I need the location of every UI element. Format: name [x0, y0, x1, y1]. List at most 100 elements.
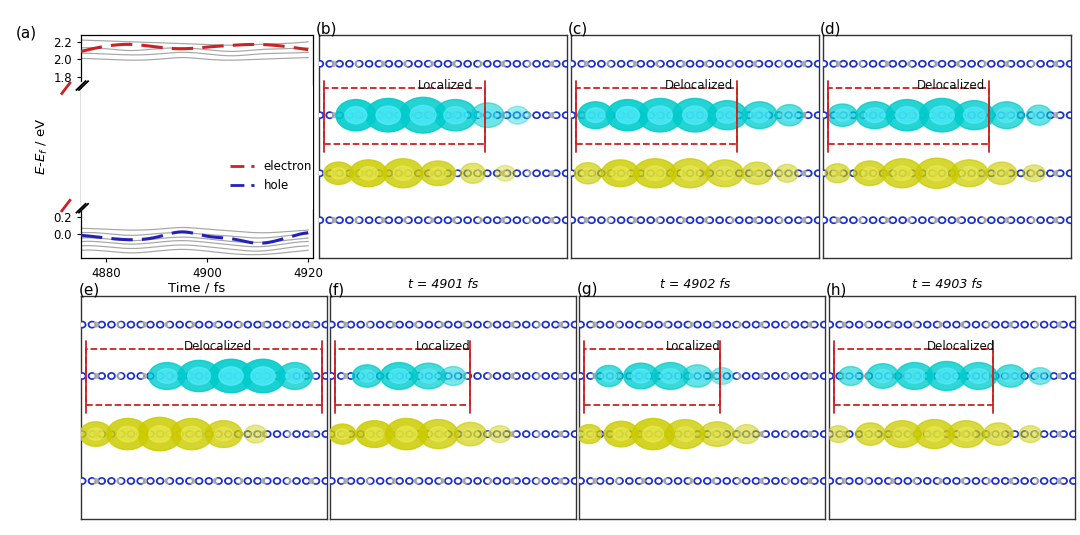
Circle shape: [329, 479, 334, 483]
Circle shape: [882, 217, 890, 223]
Circle shape: [806, 62, 811, 66]
Circle shape: [510, 478, 516, 484]
Circle shape: [674, 320, 683, 328]
Circle shape: [781, 430, 789, 438]
Circle shape: [384, 170, 393, 177]
Circle shape: [213, 431, 219, 437]
Ellipse shape: [834, 109, 851, 121]
Circle shape: [427, 323, 431, 327]
Circle shape: [746, 113, 752, 117]
Circle shape: [639, 322, 646, 328]
Circle shape: [908, 60, 917, 68]
Circle shape: [781, 320, 789, 328]
Circle shape: [1050, 430, 1058, 438]
Circle shape: [260, 322, 268, 328]
Circle shape: [414, 478, 420, 484]
Ellipse shape: [838, 366, 863, 386]
Circle shape: [735, 431, 742, 437]
Circle shape: [1071, 323, 1076, 327]
Circle shape: [1059, 320, 1068, 328]
Circle shape: [1047, 216, 1055, 224]
Circle shape: [510, 373, 516, 379]
Circle shape: [404, 111, 413, 119]
Circle shape: [657, 374, 661, 378]
Circle shape: [388, 479, 392, 483]
Circle shape: [870, 62, 876, 66]
Circle shape: [456, 432, 460, 437]
Circle shape: [327, 320, 336, 328]
Ellipse shape: [441, 366, 465, 386]
Circle shape: [1053, 60, 1059, 67]
Circle shape: [1047, 111, 1055, 119]
Circle shape: [804, 170, 812, 177]
Circle shape: [285, 478, 292, 484]
Ellipse shape: [208, 359, 253, 393]
Circle shape: [815, 171, 821, 175]
Circle shape: [707, 62, 712, 66]
Circle shape: [820, 372, 828, 380]
Circle shape: [645, 430, 653, 438]
Circle shape: [579, 113, 584, 117]
Circle shape: [1028, 217, 1036, 223]
Ellipse shape: [741, 429, 753, 439]
Ellipse shape: [336, 100, 376, 131]
Circle shape: [404, 170, 413, 177]
Circle shape: [434, 477, 443, 485]
Circle shape: [1042, 374, 1047, 378]
Circle shape: [688, 113, 692, 117]
Circle shape: [359, 432, 363, 437]
Circle shape: [657, 323, 661, 327]
Circle shape: [463, 170, 472, 177]
Circle shape: [698, 218, 702, 223]
Circle shape: [476, 112, 483, 118]
Circle shape: [589, 218, 594, 223]
Circle shape: [561, 430, 569, 438]
Ellipse shape: [602, 160, 639, 187]
Circle shape: [1062, 479, 1066, 483]
Circle shape: [859, 217, 865, 223]
Circle shape: [940, 113, 945, 117]
Circle shape: [245, 432, 251, 437]
Circle shape: [607, 374, 612, 378]
Circle shape: [588, 216, 596, 224]
Circle shape: [904, 477, 913, 485]
Circle shape: [851, 171, 855, 175]
Circle shape: [930, 113, 934, 117]
Circle shape: [315, 216, 324, 224]
Circle shape: [861, 171, 866, 175]
Circle shape: [502, 372, 511, 380]
Circle shape: [386, 372, 394, 380]
Circle shape: [1028, 218, 1034, 223]
Legend: electron, hole: electron, hole: [226, 155, 316, 196]
Circle shape: [434, 320, 443, 328]
Circle shape: [900, 62, 905, 66]
Circle shape: [437, 478, 445, 484]
Circle shape: [451, 60, 459, 67]
Circle shape: [908, 170, 917, 177]
Circle shape: [551, 372, 559, 380]
Circle shape: [456, 323, 460, 327]
Circle shape: [715, 111, 724, 119]
Circle shape: [597, 323, 603, 327]
Circle shape: [216, 479, 221, 483]
Circle shape: [854, 320, 863, 328]
Circle shape: [1062, 374, 1066, 378]
Circle shape: [735, 60, 744, 68]
Circle shape: [514, 113, 519, 117]
Circle shape: [597, 432, 603, 437]
Circle shape: [1071, 432, 1076, 437]
Circle shape: [243, 430, 252, 438]
Circle shape: [920, 218, 924, 223]
Circle shape: [794, 60, 802, 68]
Circle shape: [937, 216, 946, 224]
Circle shape: [485, 62, 490, 66]
Circle shape: [717, 113, 723, 117]
Circle shape: [886, 479, 891, 483]
Circle shape: [403, 60, 410, 67]
Circle shape: [446, 374, 450, 378]
Circle shape: [933, 477, 942, 485]
Circle shape: [773, 374, 778, 378]
Circle shape: [822, 171, 826, 175]
Circle shape: [504, 62, 510, 66]
Circle shape: [456, 113, 460, 117]
